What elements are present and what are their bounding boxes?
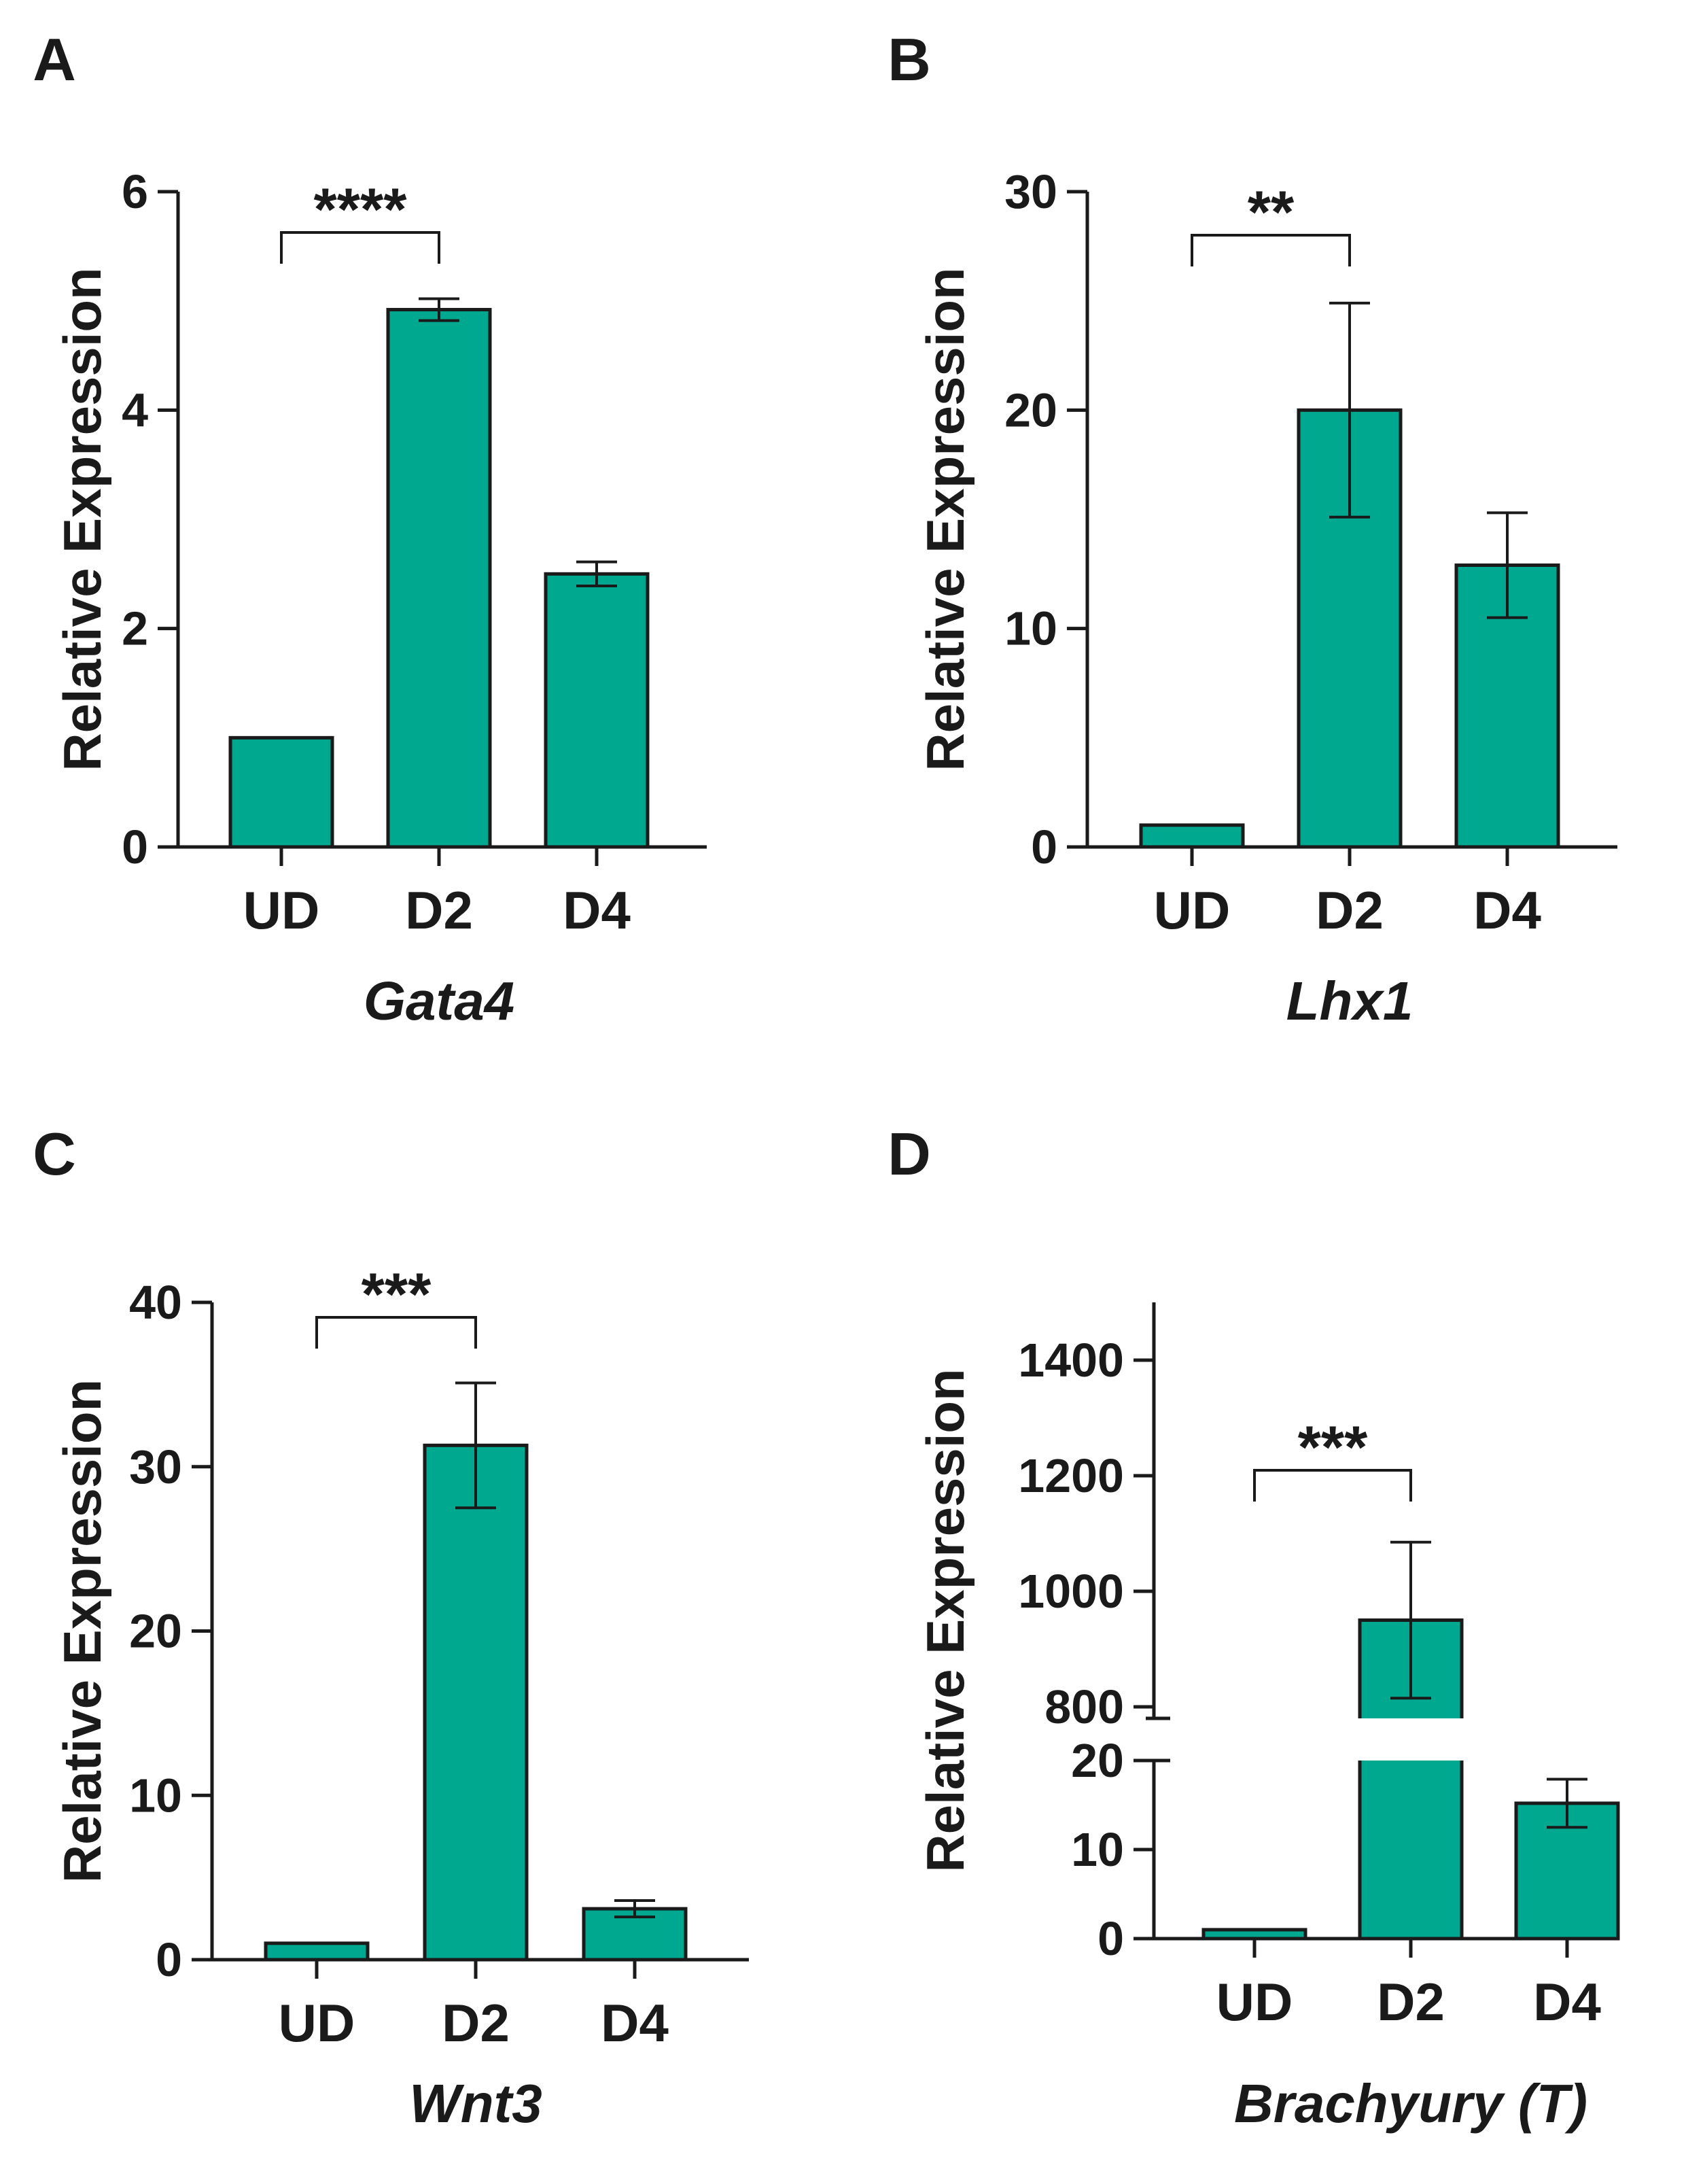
panel-a: A 0 2 4 6 UD D2 D4 Relative Expression Gata4 **** [33, 26, 707, 1031]
y-tick-label: 20 [129, 1605, 182, 1658]
y-tick-label: 10 [1004, 602, 1057, 655]
panel-c: C 0 10 20 30 40 UD D2 D4 Relative Expression Wnt3 *… [33, 1120, 749, 2134]
y-tick-label: 1400 [1018, 1334, 1124, 1387]
y-tick-label: 2 [122, 602, 148, 655]
y-axis-title: Relative Expression [915, 1368, 975, 1872]
bar-ud [1139, 823, 1245, 849]
x-axis-title: Gata4 [364, 971, 514, 1031]
x-axis-title: Lhx1 [1286, 971, 1413, 1031]
significance-label: ** [1248, 178, 1295, 245]
significance-bracket [315, 1316, 477, 1349]
x-tick-label-d4: D4 [1473, 880, 1541, 940]
panel-letter: A [33, 26, 76, 93]
bar-ud [264, 1941, 370, 1962]
y-tick-label: 40 [129, 1276, 182, 1329]
bar-d2-lower [1360, 1761, 1462, 1939]
y-tick-label: 20 [1071, 1734, 1124, 1787]
y-tick-label: 30 [129, 1440, 182, 1493]
bar-d2 [423, 1443, 529, 1962]
x-axis-title: Brachyury (T) [1234, 2073, 1587, 2134]
significance-label: *** [1298, 1413, 1368, 1480]
bar-d4 [544, 572, 650, 849]
x-tick-label-d4: D4 [601, 1993, 669, 2053]
panel-letter: B [888, 26, 931, 93]
y-axis-title: Relative Expression [915, 267, 975, 771]
y-tick-label: 0 [156, 1933, 182, 1986]
y-axis-title: Relative Expression [52, 1379, 112, 1883]
bar-d2 [386, 308, 492, 849]
y-tick-label: 0 [1097, 1912, 1124, 1965]
y-tick-label: 0 [1031, 820, 1057, 873]
y-tick-label: 10 [1071, 1823, 1124, 1876]
x-tick-label-d2: D2 [1316, 880, 1384, 940]
significance-label: **** [314, 175, 408, 243]
panel-b: B 0 10 20 30 UD D2 D4 Relative Expression Lhx1 ** [888, 26, 1617, 1031]
x-axis-title: Wnt3 [409, 2073, 542, 2134]
y-tick-label: 4 [122, 383, 148, 436]
y-tick-label: 1200 [1018, 1449, 1124, 1502]
x-tick-label-ud: UD [1216, 1972, 1293, 2032]
x-tick-label-d2: D2 [1377, 1972, 1445, 2032]
y-tick-label: 0 [122, 820, 148, 873]
x-tick-label-ud: UD [279, 1993, 355, 2053]
x-tick-label-d2: D2 [405, 880, 473, 940]
y-tick-label: 1000 [1018, 1565, 1124, 1618]
bar-ud [228, 735, 334, 849]
x-tick-label-ud: UD [1154, 880, 1231, 940]
x-tick-label-d4: D4 [1533, 1972, 1601, 2032]
significance-bracket [1191, 234, 1351, 266]
y-tick-label: 800 [1044, 1680, 1124, 1733]
y-tick-label: 10 [129, 1769, 182, 1822]
x-tick-label-ud: UD [243, 880, 320, 940]
significance-bracket [1253, 1469, 1412, 1502]
panel-letter: C [33, 1120, 76, 1188]
significance-label: *** [362, 1260, 432, 1328]
panel-letter: D [888, 1120, 931, 1188]
x-tick-label-d4: D4 [563, 880, 631, 940]
x-tick-label-d2: D2 [442, 1993, 510, 2053]
y-tick-label: 30 [1004, 165, 1057, 218]
y-tick-label: 20 [1004, 383, 1057, 436]
y-tick-label: 6 [122, 165, 148, 218]
significance-bracket [280, 231, 440, 264]
y-axis-title: Relative Expression [52, 267, 112, 771]
